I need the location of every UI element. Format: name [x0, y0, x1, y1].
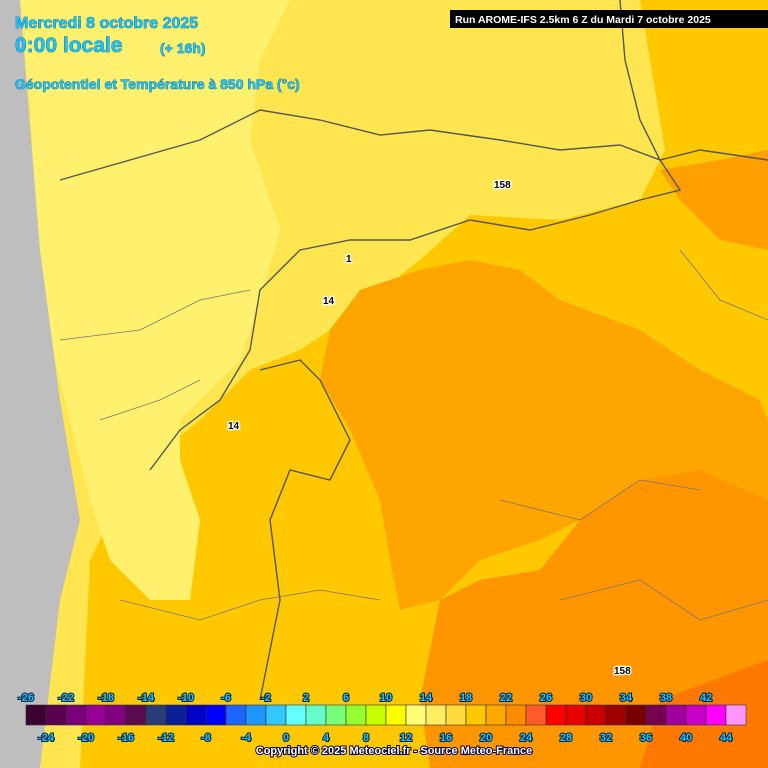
legend-label: 42 — [700, 692, 712, 704]
border — [59, 109, 682, 471]
legend-swatch — [205, 704, 227, 726]
legend-label: 32 — [600, 732, 612, 744]
boundary — [59, 249, 768, 621]
legend-label: -18 — [98, 692, 114, 704]
legend-swatch — [545, 704, 567, 726]
legend-label: 38 — [660, 692, 672, 704]
legend-label: 22 — [500, 692, 512, 704]
field-title: Géopotentiel et Température à 850 hPa (°… — [15, 76, 300, 92]
legend-label: -22 — [58, 692, 74, 704]
legend-label: -14 — [138, 692, 155, 704]
legend-swatch — [425, 704, 447, 726]
ocean — [0, 0, 80, 768]
legend-swatch — [405, 704, 427, 726]
legend-swatch — [225, 704, 247, 726]
legend-swatch — [25, 704, 47, 726]
date: Mercredi 8 octobre 2025 — [15, 15, 198, 32]
legend-label: 26 — [540, 692, 552, 704]
run-box — [450, 10, 768, 28]
legend-swatch — [705, 704, 727, 726]
contour-label: 1 — [346, 254, 352, 265]
legend-swatch — [585, 704, 607, 726]
legend-label: 30 — [580, 692, 592, 704]
legend-swatch — [565, 704, 587, 726]
legend-swatch — [245, 704, 267, 726]
legend-label: 16 — [440, 732, 452, 744]
legend-label: 12 — [400, 732, 412, 744]
lead-time: (+ 16h) — [160, 40, 206, 56]
legend-label: 20 — [480, 732, 492, 744]
legend: -26-24-22-20-18-16-14-12-10-8-6-4-202468… — [17, 691, 747, 745]
contour-label: 14 — [228, 421, 240, 432]
legend-label: 28 — [560, 732, 572, 744]
legend-label: 6 — [343, 692, 349, 704]
zone-pale — [0, 0, 290, 600]
copyright: Copyright © 2025 Meteociel.fr - Source M… — [256, 745, 532, 757]
legend-swatch — [725, 704, 747, 726]
border — [259, 359, 351, 701]
run-info: Run AROME-IFS 2.5km 6 Z du Mardi 7 octob… — [455, 14, 711, 26]
legend-swatch — [325, 704, 347, 726]
legend-swatch — [285, 704, 307, 726]
legend-label: -2 — [261, 692, 271, 704]
contour-label: 14 — [323, 296, 335, 307]
legend-swatch — [625, 704, 647, 726]
legend-swatch — [485, 704, 507, 726]
legend-swatch — [525, 704, 547, 726]
time: 0:00 locale — [15, 34, 122, 57]
contour-label: 158 — [614, 666, 631, 677]
legend-swatch — [45, 704, 67, 726]
legend-swatch — [65, 704, 87, 726]
legend-label: -12 — [158, 732, 174, 744]
legend-swatch — [465, 704, 487, 726]
legend-label: 18 — [460, 692, 472, 704]
legend-swatch — [185, 704, 207, 726]
legend-swatch — [445, 704, 467, 726]
legend-swatch — [125, 704, 147, 726]
border — [619, 0, 768, 161]
legend-swatch — [105, 704, 127, 726]
legend-label: 44 — [720, 732, 733, 744]
legend-label: 14 — [420, 692, 433, 704]
legend-swatch — [685, 704, 707, 726]
legend-label: 2 — [303, 692, 309, 704]
legend-swatch — [365, 704, 387, 726]
legend-label: 40 — [680, 732, 692, 744]
legend-label: 36 — [640, 732, 652, 744]
legend-label: 0 — [283, 732, 289, 744]
legend-swatch — [605, 704, 627, 726]
legend-swatch — [385, 704, 407, 726]
legend-label: -4 — [241, 732, 252, 744]
zone-orange-ne — [660, 150, 768, 250]
legend-swatch — [85, 704, 107, 726]
legend-label: 34 — [620, 692, 633, 704]
legend-swatch — [345, 704, 367, 726]
legend-swatch — [305, 704, 327, 726]
legend-swatch — [265, 704, 287, 726]
legend-label: 4 — [323, 732, 330, 744]
legend-label: 8 — [363, 732, 369, 744]
legend-swatch — [645, 704, 667, 726]
legend-swatch — [145, 704, 167, 726]
legend-label: -6 — [221, 692, 231, 704]
legend-label: -26 — [18, 692, 34, 704]
contour-label: 158 — [494, 180, 511, 191]
legend-label: 10 — [380, 692, 392, 704]
legend-label: -24 — [38, 732, 55, 744]
zone-orange — [320, 260, 768, 610]
legend-label: -16 — [118, 732, 134, 744]
legend-label: -8 — [201, 732, 211, 744]
legend-swatch — [165, 704, 187, 726]
legend-label: -10 — [178, 692, 194, 704]
legend-swatch — [665, 704, 687, 726]
legend-swatch — [505, 704, 527, 726]
legend-label: 24 — [520, 732, 533, 744]
legend-label: -20 — [78, 732, 94, 744]
